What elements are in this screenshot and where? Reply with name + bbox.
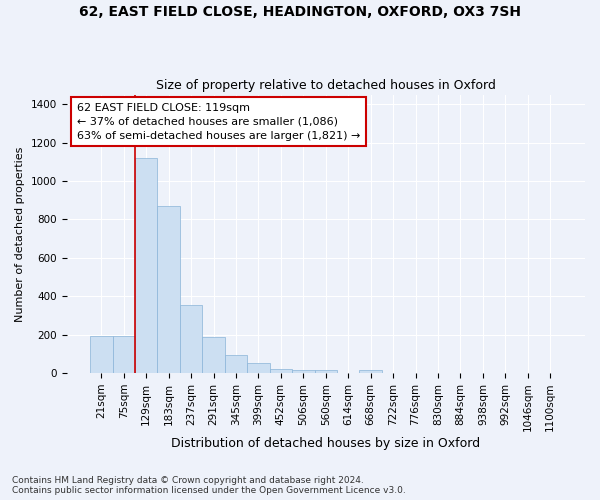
Text: Contains HM Land Registry data © Crown copyright and database right 2024.
Contai: Contains HM Land Registry data © Crown c… bbox=[12, 476, 406, 495]
Text: 62 EAST FIELD CLOSE: 119sqm
← 37% of detached houses are smaller (1,086)
63% of : 62 EAST FIELD CLOSE: 119sqm ← 37% of det… bbox=[77, 103, 360, 141]
X-axis label: Distribution of detached houses by size in Oxford: Distribution of detached houses by size … bbox=[171, 437, 481, 450]
Bar bbox=[90, 336, 113, 373]
Bar bbox=[202, 336, 225, 373]
Text: 62, EAST FIELD CLOSE, HEADINGTON, OXFORD, OX3 7SH: 62, EAST FIELD CLOSE, HEADINGTON, OXFORD… bbox=[79, 5, 521, 19]
Bar bbox=[157, 206, 180, 373]
Y-axis label: Number of detached properties: Number of detached properties bbox=[15, 146, 25, 322]
Bar bbox=[314, 370, 337, 373]
Bar bbox=[269, 370, 292, 373]
Bar bbox=[247, 364, 269, 373]
Bar bbox=[135, 158, 157, 373]
Bar bbox=[292, 370, 314, 373]
Bar bbox=[180, 305, 202, 373]
Bar bbox=[225, 355, 247, 373]
Bar bbox=[113, 336, 135, 373]
Title: Size of property relative to detached houses in Oxford: Size of property relative to detached ho… bbox=[156, 79, 496, 92]
Bar bbox=[359, 370, 382, 373]
